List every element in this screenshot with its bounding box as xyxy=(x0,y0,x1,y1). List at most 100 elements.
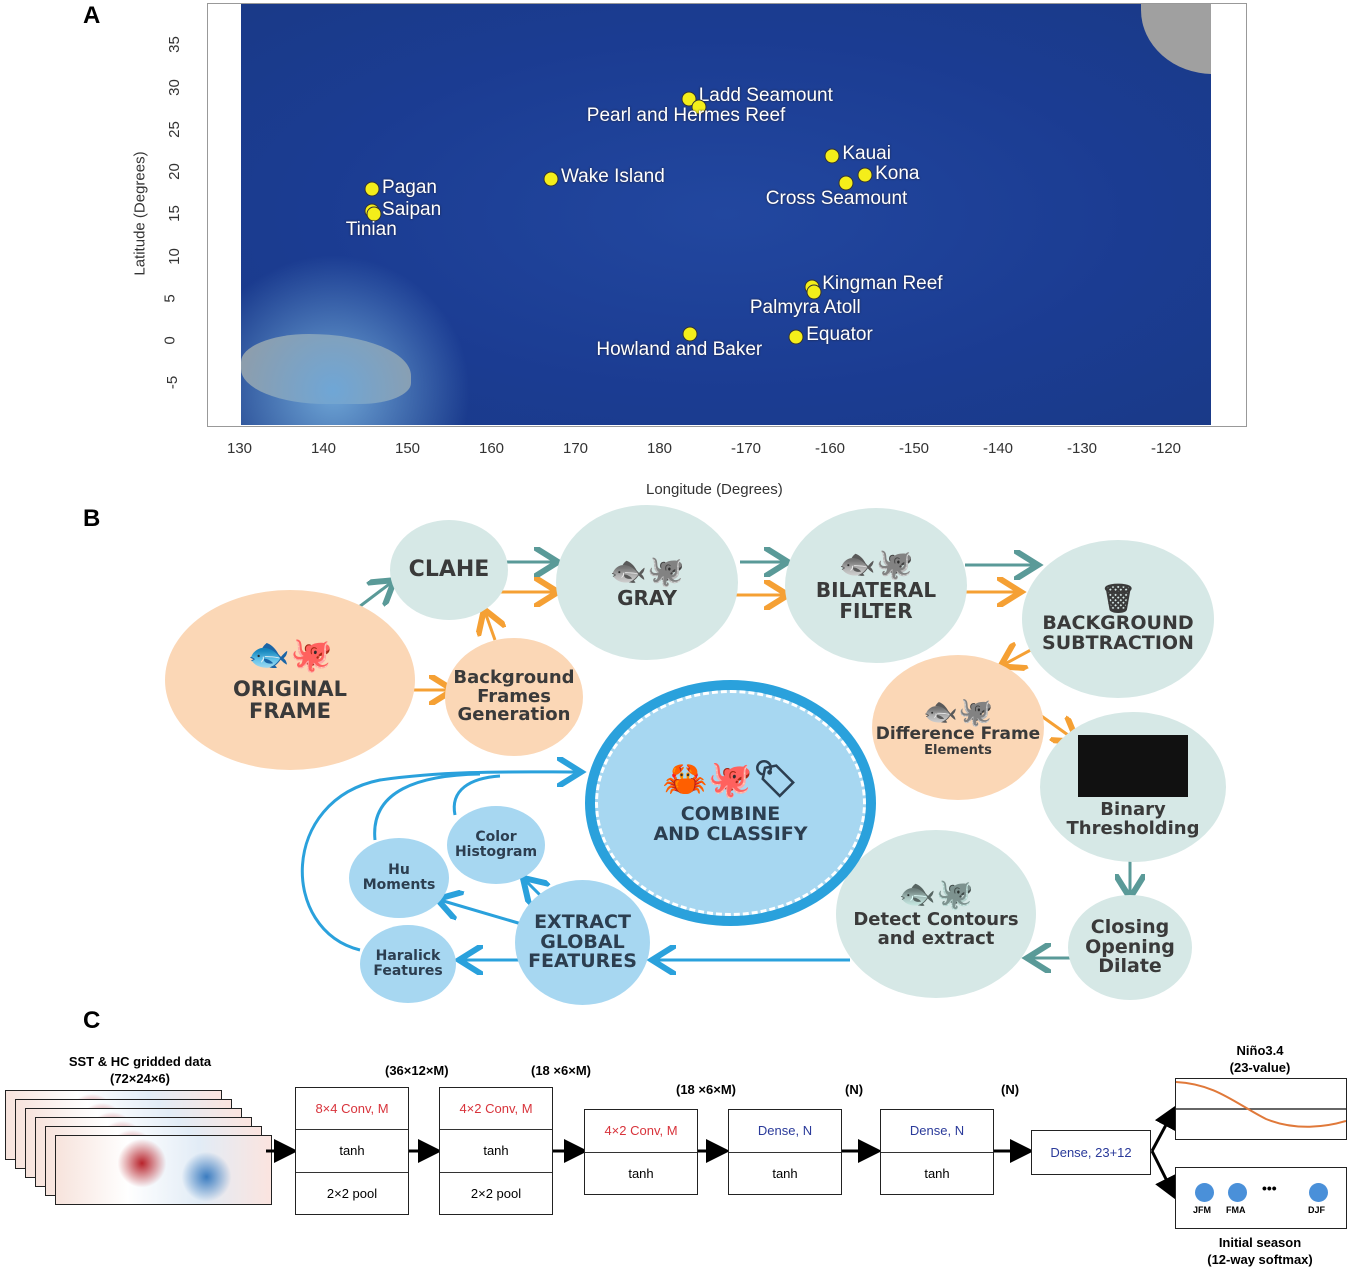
site-label: Pearl and Hermes Reef xyxy=(586,104,786,126)
step-label: EXTRACT xyxy=(534,910,631,933)
binary-image-icon xyxy=(1078,735,1188,798)
x-tick-label: -170 xyxy=(731,440,762,457)
network-layer: Dense, N tanh xyxy=(728,1109,842,1195)
step-clahe: CLAHE xyxy=(390,520,508,620)
step-label: Elements xyxy=(924,743,992,759)
step-label: Background xyxy=(453,666,575,688)
step-label: Binary xyxy=(1100,799,1166,821)
step-label: GLOBAL xyxy=(540,930,625,953)
feature-haralick: Haralick Features xyxy=(360,925,456,1003)
season-label: JFM xyxy=(1193,1205,1211,1215)
season-ellipsis: ••• xyxy=(1262,1180,1277,1196)
arrow xyxy=(1150,1150,1177,1201)
step-label: Closing xyxy=(1090,915,1170,938)
step-morphology: Closing Opening Dilate xyxy=(1068,895,1192,1000)
step-label: BACKGROUND xyxy=(1042,611,1194,634)
layer-cell: tanh xyxy=(772,1165,798,1181)
step-label: FRAME xyxy=(248,698,331,723)
step-label: and extract xyxy=(877,927,995,949)
step-difference-frame: 🐟🐙 Difference Frame Elements xyxy=(872,655,1044,800)
step-label: AND CLASSIFY xyxy=(653,822,808,845)
step-label: Frames xyxy=(477,685,551,707)
site-label: Cross Seamount xyxy=(765,187,908,209)
output-dense-layer: Dense, 23+12 xyxy=(1031,1130,1151,1175)
feature-hu-moments: Hu Moments xyxy=(349,838,449,918)
step-label: FILTER xyxy=(839,599,913,624)
layer-cell: 8×4 Conv, M xyxy=(296,1088,408,1131)
layer-cell: tanh xyxy=(628,1165,654,1181)
step-bilateral-filter: 🐟🐙 BILATERAL FILTER xyxy=(785,508,967,663)
x-tick-label: -140 xyxy=(983,440,1014,457)
layer-output-dims: (N) xyxy=(845,1082,864,1097)
layer-cell: Dense, 23+12 xyxy=(1050,1145,1132,1160)
input-title: SST & HC gridded data xyxy=(68,1054,212,1069)
site-marker xyxy=(838,175,854,191)
step-label: Difference Frame xyxy=(875,724,1041,745)
site-label: Equator xyxy=(806,323,873,345)
site-label: Saipan xyxy=(382,198,442,220)
panel-label-b: B xyxy=(83,505,101,532)
season-node xyxy=(1195,1183,1214,1202)
feedback-arrow xyxy=(452,774,501,816)
step-label: Dilate xyxy=(1098,955,1162,978)
trash-scene-icon: 🗑 xyxy=(1100,582,1136,616)
x-tick-label: -120 xyxy=(1151,440,1182,457)
site-marker xyxy=(364,181,380,197)
nino-title: Niño3.4 xyxy=(1236,1043,1284,1058)
x-tick-label: -130 xyxy=(1067,440,1098,457)
step-label: Opening xyxy=(1085,935,1175,958)
layer-output-dims: (18 ×6×M) xyxy=(676,1082,736,1097)
season-label: FMA xyxy=(1226,1205,1246,1215)
creatures-tags-icon: 🦀🐙🏷 xyxy=(662,759,799,801)
site-marker xyxy=(366,206,382,222)
x-tick-label: 150 xyxy=(395,440,421,457)
x-tick-label: 160 xyxy=(479,440,505,457)
site-marker xyxy=(857,167,873,183)
panel-label-a: A xyxy=(83,2,101,29)
layer-cell: 4×2 Conv, M xyxy=(585,1110,697,1153)
step-label: CLAHE xyxy=(408,557,490,583)
site-marker xyxy=(788,329,804,345)
map-ocean xyxy=(241,4,1211,425)
site-label: Pagan xyxy=(382,176,437,198)
arrow xyxy=(440,900,526,927)
gray-scene-icon: 🐟🐙 xyxy=(609,554,685,590)
step-background-subtraction: 🗑 BACKGROUND SUBTRACTION xyxy=(1022,540,1214,698)
season-node xyxy=(1228,1183,1247,1202)
layer-output-dims: (18 ×6×M) xyxy=(531,1063,591,1078)
step-label: FEATURES xyxy=(528,950,637,973)
layer-output-dims: (36×12×M) xyxy=(385,1063,449,1078)
step-label: SUBTRACTION xyxy=(1042,631,1194,654)
site-label: Tinian xyxy=(345,219,397,241)
x-tick-label: -160 xyxy=(815,440,846,457)
layer-cell: Dense, N xyxy=(729,1110,841,1153)
shallow-shelf xyxy=(241,254,471,425)
step-label: Detect Contours xyxy=(853,908,1019,930)
step-label: Hu xyxy=(388,862,410,879)
arrow xyxy=(1150,1104,1177,1152)
step-label: ORIGINAL xyxy=(232,676,348,701)
feedback-arrow xyxy=(300,772,578,952)
x-tick-label: -150 xyxy=(899,440,930,457)
sea-life-icon: 🐟🐙 xyxy=(247,635,333,676)
nino-output-plot xyxy=(1175,1078,1347,1140)
step-binary-thresholding: Binary Thresholding xyxy=(1040,712,1226,862)
step-label: Features xyxy=(373,963,443,979)
layer-cell: 2×2 pool xyxy=(470,1185,522,1201)
network-layer: Dense, N tanh xyxy=(880,1109,994,1195)
feedback-arrow xyxy=(373,772,481,841)
contours-icon: 🐟🐙 xyxy=(898,877,974,913)
nino-subtitle: (23-value) xyxy=(1229,1060,1291,1075)
layer-cell: 2×2 pool xyxy=(326,1185,378,1201)
step-detect-contours: 🐟🐙 Detect Contours and extract xyxy=(836,830,1036,998)
creatures-icon: 🐟🐙 xyxy=(923,695,993,729)
site-marker xyxy=(824,148,840,164)
arrow xyxy=(485,612,495,641)
site-marker xyxy=(806,284,822,300)
step-label: Thresholding xyxy=(1066,818,1200,839)
site-label: Ladd Seamount xyxy=(698,85,833,107)
pipeline-arrows xyxy=(300,0,1348,1040)
site-marker xyxy=(682,326,698,342)
